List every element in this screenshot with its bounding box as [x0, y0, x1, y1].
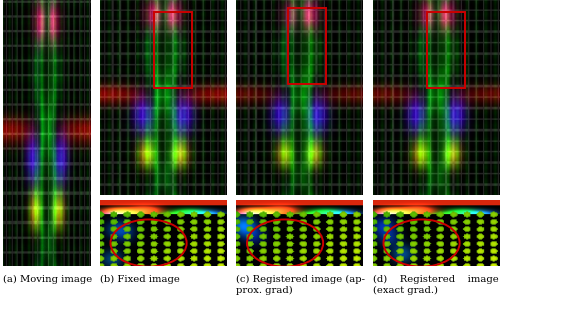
Text: (b) Fixed image: (b) Fixed image	[100, 275, 180, 284]
Bar	[288, 8, 325, 84]
Text: (a) Moving image: (a) Moving image	[3, 275, 92, 284]
Text: (c) Registered image (ap-
prox. grad): (c) Registered image (ap- prox. grad)	[236, 275, 365, 295]
Bar	[426, 12, 465, 88]
Text: (d)    Registered    image
(exact grad.): (d) Registered image (exact grad.)	[373, 275, 499, 295]
Bar	[153, 12, 192, 88]
